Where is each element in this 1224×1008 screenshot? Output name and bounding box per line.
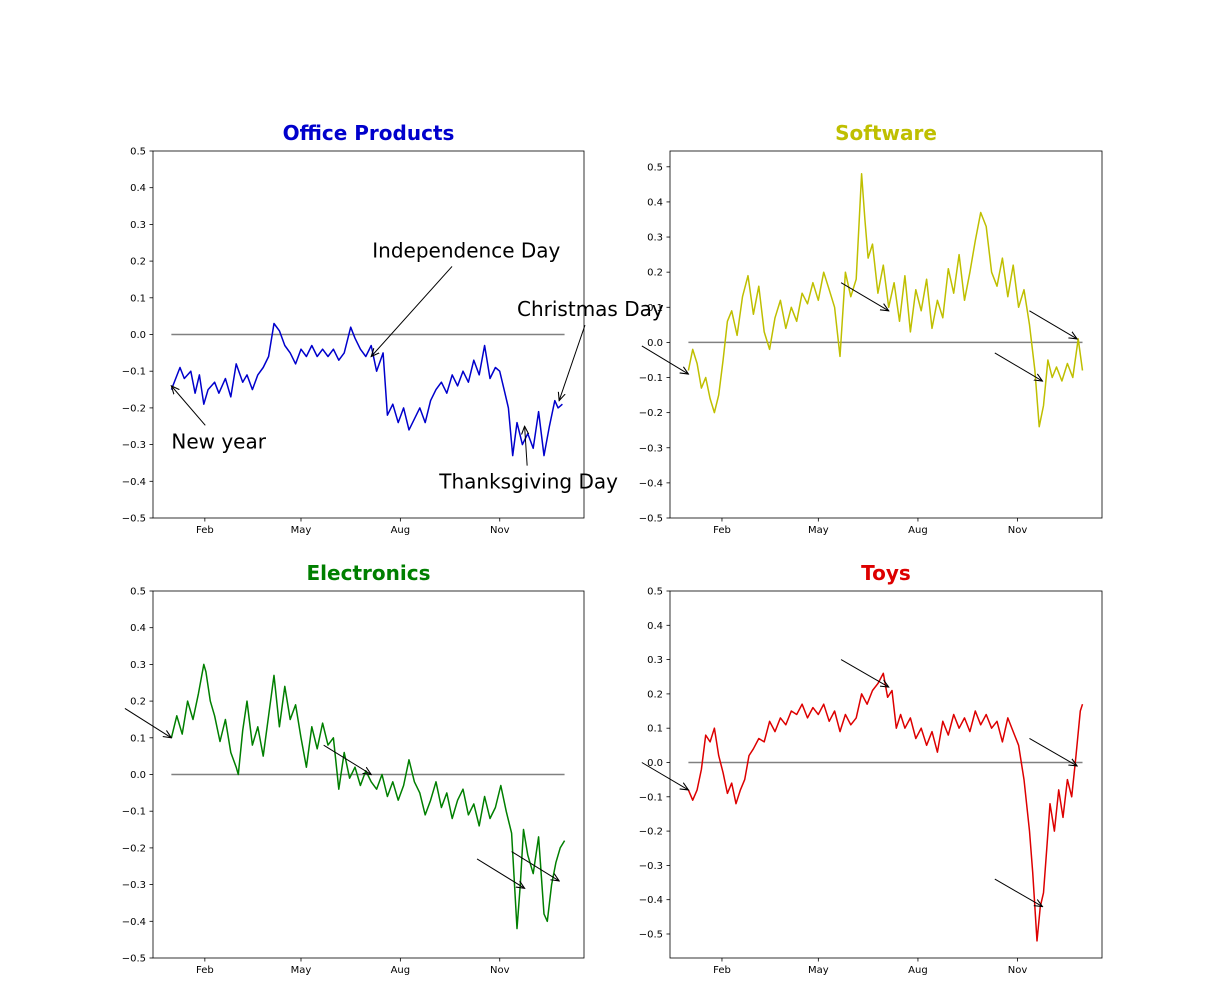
y-tick-label: −0.5 [639, 514, 663, 525]
annotation-label: Thanksgiving Day [438, 470, 618, 494]
y-tick-label: 0.3 [130, 220, 146, 231]
x-tick-label: May [291, 525, 312, 536]
y-tick-label: 0.5 [647, 162, 663, 173]
y-tick-label: −0.1 [122, 807, 146, 818]
y-tick-label: 0.0 [647, 338, 663, 349]
annotation-label: Independence Day [372, 238, 560, 262]
x-tick-label: Feb [713, 965, 731, 976]
x-tick-label: Feb [196, 525, 214, 536]
annotation-arrow [371, 266, 453, 356]
series-line [687, 173, 1084, 428]
panel-title: Office Products [283, 121, 455, 145]
x-tick-label: Nov [1008, 965, 1028, 976]
panel-toys: Toys −0.5 −0.4 −0.3 −0.2 −0.1 0.0 0.1 0.2 0.3 0.4… [639, 561, 1103, 976]
annotation-arrow [840, 659, 889, 687]
x-tick-label: Nov [490, 965, 510, 976]
y-tick-label: 0.3 [647, 233, 663, 244]
x-tick-label: Aug [908, 965, 928, 976]
y-tick-label: −0.1 [639, 373, 663, 384]
y-tick-label: −0.5 [122, 514, 146, 525]
x-tick-label: May [291, 965, 312, 976]
annotation-arrow [994, 352, 1043, 381]
y-tick-label: −0.2 [639, 827, 663, 838]
y-tick-label: 0.4 [647, 621, 663, 632]
annotation-arrow [511, 851, 560, 881]
y-tick-label: −0.1 [639, 792, 663, 803]
annotation-label: New year [171, 429, 266, 453]
x-tick-label: Aug [391, 965, 411, 976]
x-tick-label: Nov [1008, 525, 1028, 536]
y-tick-label: −0.3 [639, 861, 663, 872]
y-tick-label: 0.1 [130, 733, 146, 744]
y-tick-label: −0.4 [639, 895, 663, 906]
y-tick-label: 0.2 [130, 697, 146, 708]
y-tick-label: 0.5 [130, 147, 146, 158]
x-tick-label: Aug [908, 525, 928, 536]
panel-software: Software −0.5 −0.4 −0.3 −0.2 −0.1 0.0 0.1 0.2 0.… [639, 121, 1103, 536]
panel-office-products: Office Products −0.5 −0.4 −0.3 −0.2 −0.1 0.0 0… [122, 121, 664, 536]
plot-frame [669, 590, 1103, 959]
annotation-arrow [171, 386, 206, 426]
y-tick-label: 0.3 [647, 655, 663, 666]
x-tick-label: Feb [196, 965, 214, 976]
y-tick-label: 0.1 [647, 724, 663, 735]
y-tick-label: 0.2 [647, 689, 663, 700]
x-tick-label: Aug [391, 525, 411, 536]
annotation-arrow [840, 282, 889, 311]
series-line [687, 672, 1084, 942]
y-tick-label: 0.5 [647, 587, 663, 598]
x-tick-label: May [808, 965, 829, 976]
x-tick-label: Nov [490, 525, 510, 536]
x-tick-label: May [808, 525, 829, 536]
y-tick-label: −0.3 [122, 440, 146, 451]
annotation-arrow [1029, 310, 1077, 339]
annotation-label: Christmas Day [517, 297, 664, 321]
plot-frame [669, 150, 1103, 519]
annotation-arrow [1029, 738, 1077, 765]
y-tick-label: −0.4 [639, 478, 663, 489]
y-tick-label: 0.2 [130, 257, 146, 268]
y-tick-label: 0.4 [130, 183, 146, 194]
x-tick-label: Feb [713, 525, 731, 536]
y-tick-label: 0.4 [130, 623, 146, 634]
series-line [170, 322, 563, 457]
y-tick-label: −0.2 [639, 408, 663, 419]
y-tick-label: −0.5 [639, 929, 663, 940]
annotation-arrow [641, 762, 689, 789]
y-tick-label: 0.3 [130, 660, 146, 671]
y-tick-label: −0.3 [639, 443, 663, 454]
panel-title: Software [835, 121, 937, 145]
annotation-arrow [641, 345, 689, 374]
annotation-arrow [124, 708, 171, 737]
y-tick-label: −0.2 [122, 843, 146, 854]
annotation-arrow [323, 744, 372, 774]
series-line [170, 663, 566, 930]
y-tick-label: 0.2 [647, 268, 663, 279]
y-tick-label: −0.2 [122, 403, 146, 414]
panel-title: Electronics [307, 561, 431, 585]
y-tick-label: −0.4 [122, 477, 146, 488]
y-tick-label: −0.4 [122, 917, 146, 928]
y-tick-label: 0.4 [647, 197, 663, 208]
panel-electronics: Electronics −0.5 −0.4 −0.3 −0.2 −0.1 0.0 0.1 0.… [122, 561, 585, 976]
y-tick-label: 0.1 [130, 293, 146, 304]
y-tick-label: −0.5 [122, 954, 146, 965]
annotation-arrow [559, 324, 586, 400]
y-tick-label: −0.3 [122, 880, 146, 891]
y-tick-label: 0.0 [130, 330, 146, 341]
y-tick-label: 0.0 [130, 770, 146, 781]
y-tick-label: 0.1 [647, 303, 663, 314]
y-tick-label: −0.1 [122, 367, 146, 378]
annotation-arrow [994, 878, 1043, 906]
y-tick-label: 0.5 [130, 587, 146, 598]
y-tick-label: 0.0 [647, 758, 663, 769]
annotation-arrow [476, 858, 525, 888]
panel-title: Toys [861, 561, 911, 585]
annotation-arrow [525, 426, 528, 466]
